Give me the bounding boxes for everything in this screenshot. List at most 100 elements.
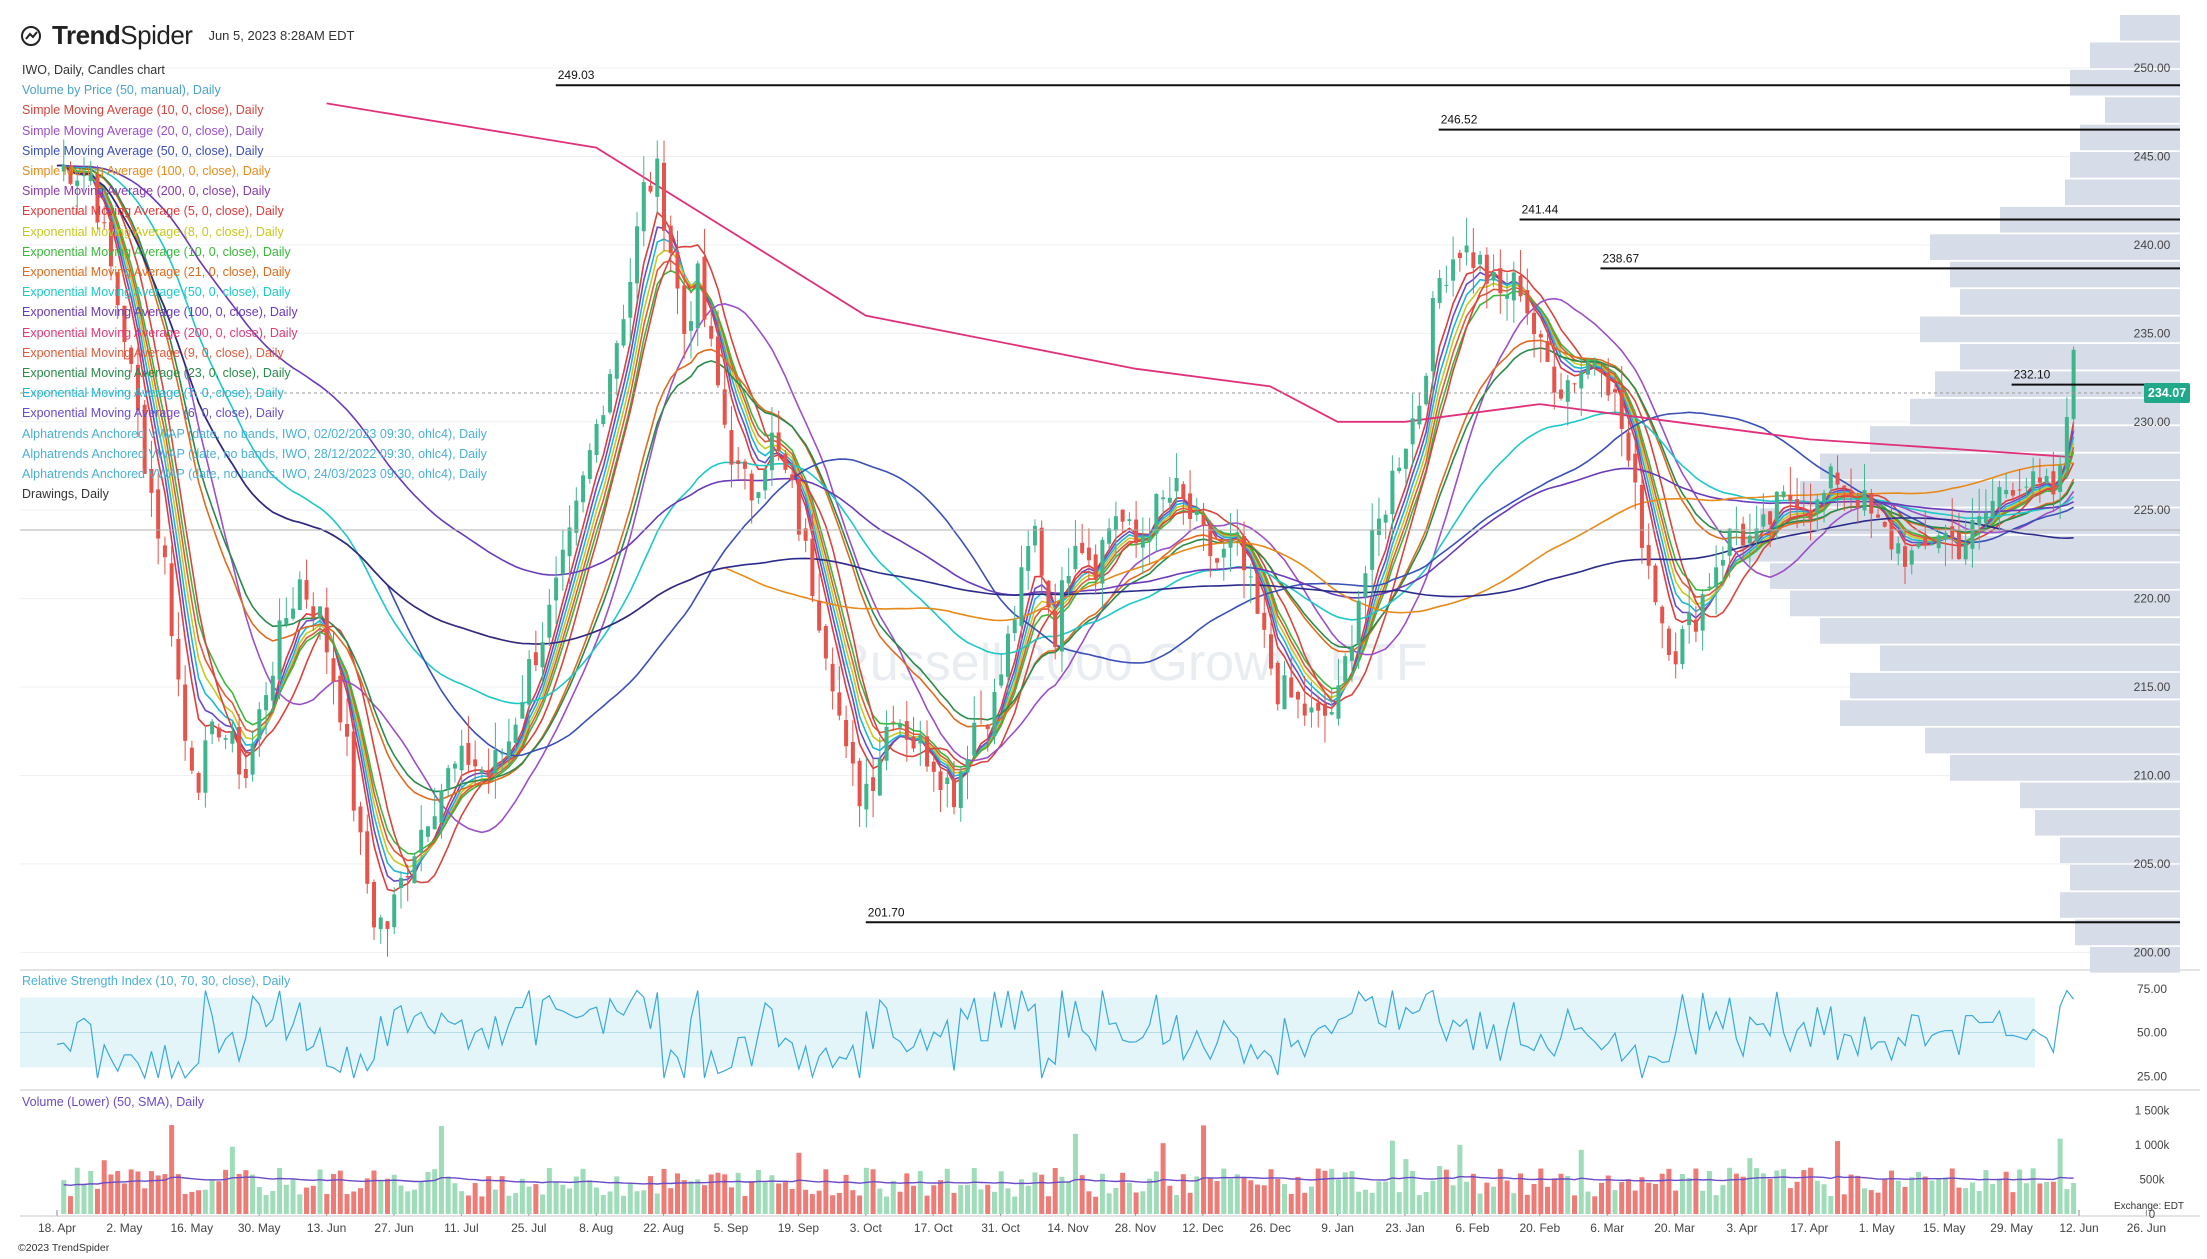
volume-bar xyxy=(1491,1186,1497,1214)
candle-body xyxy=(169,563,174,637)
volume-title: Volume (Lower) (50, SMA), Daily xyxy=(22,1095,205,1109)
legend-entry[interactable]: Exponential Moving Average (100, 0, clos… xyxy=(22,305,298,320)
candle-body xyxy=(1842,485,1847,488)
legend-entry[interactable]: Exponential Moving Average (5, 0, close)… xyxy=(22,204,284,219)
volume-bar xyxy=(1147,1178,1153,1214)
moving-average-line xyxy=(56,164,2075,834)
candle-body xyxy=(668,225,673,254)
volume-bar xyxy=(1733,1173,1739,1214)
volume-bar xyxy=(1605,1175,1611,1214)
candle-body xyxy=(1612,389,1617,393)
volume-bar xyxy=(1072,1133,1078,1214)
volume-bar xyxy=(904,1173,910,1214)
legend-entry[interactable]: Volume by Price (50, manual), Daily xyxy=(22,83,221,98)
volume-bar xyxy=(1915,1171,1921,1214)
legend-entry[interactable]: Exponential Moving Average (23, 0, close… xyxy=(22,366,291,381)
legend-entry[interactable]: Exponential Moving Average (9, 0, close)… xyxy=(22,345,284,360)
volume-bar xyxy=(1066,1181,1072,1214)
volume-bar xyxy=(1423,1192,1429,1214)
candle-body xyxy=(1161,497,1166,500)
volume-bar xyxy=(1862,1188,1868,1214)
candle-body xyxy=(756,492,761,499)
volume-bar xyxy=(749,1181,755,1214)
legend-entry[interactable]: Simple Moving Average (50, 0, close), Da… xyxy=(22,143,264,158)
candle-body xyxy=(1646,545,1651,566)
candle-body xyxy=(1302,703,1307,716)
legend-entry[interactable]: Alphatrends Anchored VWAP (date, no band… xyxy=(22,467,487,482)
volume-bar xyxy=(931,1185,937,1214)
candle-body xyxy=(1606,372,1611,396)
volume-bar xyxy=(1140,1191,1146,1214)
volume-bar xyxy=(951,1192,957,1214)
time-tick-label: 8. Aug xyxy=(579,1221,613,1235)
candle-body xyxy=(1032,525,1037,546)
candle-body xyxy=(1586,361,1591,375)
candle-body xyxy=(1309,707,1314,713)
candle-body xyxy=(1707,586,1712,589)
volume-bar xyxy=(1990,1183,1996,1214)
volume-bar xyxy=(681,1180,687,1214)
volume-bar xyxy=(1261,1185,1267,1214)
legend-entry[interactable]: Exponential Moving Average (8, 0, close)… xyxy=(22,224,284,239)
legend-entry[interactable]: Simple Moving Average (200, 0, close), D… xyxy=(22,184,271,199)
volume-bar xyxy=(1538,1168,1544,1214)
candle-body xyxy=(1828,466,1833,489)
candle-body xyxy=(1997,487,2002,508)
candle-body xyxy=(1343,656,1348,682)
legend-entry[interactable]: Simple Moving Average (10, 0, close), Da… xyxy=(22,103,264,118)
volume-bar xyxy=(378,1180,384,1214)
legend-entry[interactable]: Exponential Moving Average (200, 0, clos… xyxy=(22,325,298,340)
candle-body xyxy=(1977,516,1982,526)
volume-bar xyxy=(695,1179,701,1214)
candle-body xyxy=(695,263,700,329)
candle-body xyxy=(1876,514,1881,518)
candle-body xyxy=(385,921,390,929)
candle-body xyxy=(587,450,592,479)
candle-body xyxy=(1262,612,1267,630)
candle-body xyxy=(999,674,1004,686)
legend-entry[interactable]: Alphatrends Anchored VWAP (date, no band… xyxy=(22,426,487,441)
volume-bar xyxy=(1470,1173,1476,1214)
volume-bar xyxy=(1484,1182,1490,1214)
legend-entry[interactable]: Drawings, Daily xyxy=(22,487,109,502)
candle-body xyxy=(196,773,201,793)
candle-body xyxy=(500,753,505,755)
trendspider-logo-icon xyxy=(21,25,41,46)
legend-entry[interactable]: Exponential Moving Average (50, 0, close… xyxy=(22,285,291,300)
candle-body xyxy=(446,768,451,789)
time-tick-label: 22. Aug xyxy=(643,1221,684,1235)
legend-entry[interactable]: IWO, Daily, Candles chart xyxy=(22,63,165,77)
volume-bar xyxy=(445,1176,451,1214)
volume-bar xyxy=(304,1187,310,1214)
candle-body xyxy=(857,760,862,807)
volume-bar xyxy=(182,1193,188,1214)
candle-body xyxy=(864,783,869,810)
volume-bar xyxy=(1902,1186,1908,1214)
legend-entry[interactable]: Simple Moving Average (20, 0, close), Da… xyxy=(22,123,264,138)
legend-entry[interactable]: Exponential Moving Average (10, 0, close… xyxy=(22,244,291,259)
candle-body xyxy=(1349,646,1354,661)
level-label: 241.44 xyxy=(1522,202,1559,216)
volume-bar xyxy=(1929,1180,1935,1214)
rsi-tick-label: 50.00 xyxy=(2137,1026,2167,1040)
price-tick-label: 240.00 xyxy=(2134,238,2171,252)
legend-entry[interactable]: Exponential Moving Average (6, 0, close)… xyxy=(22,406,284,421)
legend-entry[interactable]: Alphatrends Anchored VWAP (date, no band… xyxy=(22,446,487,461)
candle-body xyxy=(763,469,768,491)
legend-entry[interactable]: Exponential Moving Average (7, 0, close)… xyxy=(22,386,284,401)
volume-bar xyxy=(654,1193,660,1214)
legend-entry[interactable]: Exponential Moving Average (21, 0, close… xyxy=(22,265,291,280)
candle-body xyxy=(918,735,923,744)
candle-body xyxy=(1005,633,1010,677)
volume-bar xyxy=(1572,1195,1578,1214)
legend-entry[interactable]: Simple Moving Average (100, 0, close), D… xyxy=(22,164,271,179)
volume-bar xyxy=(1814,1180,1820,1214)
volume-bar xyxy=(1268,1169,1274,1214)
candle-body xyxy=(931,761,936,772)
candle-body xyxy=(1505,295,1510,299)
volume-bar xyxy=(1828,1195,1834,1214)
volume-bar xyxy=(1592,1196,1598,1214)
candle-body xyxy=(985,724,990,730)
volume-bar xyxy=(1275,1178,1281,1214)
